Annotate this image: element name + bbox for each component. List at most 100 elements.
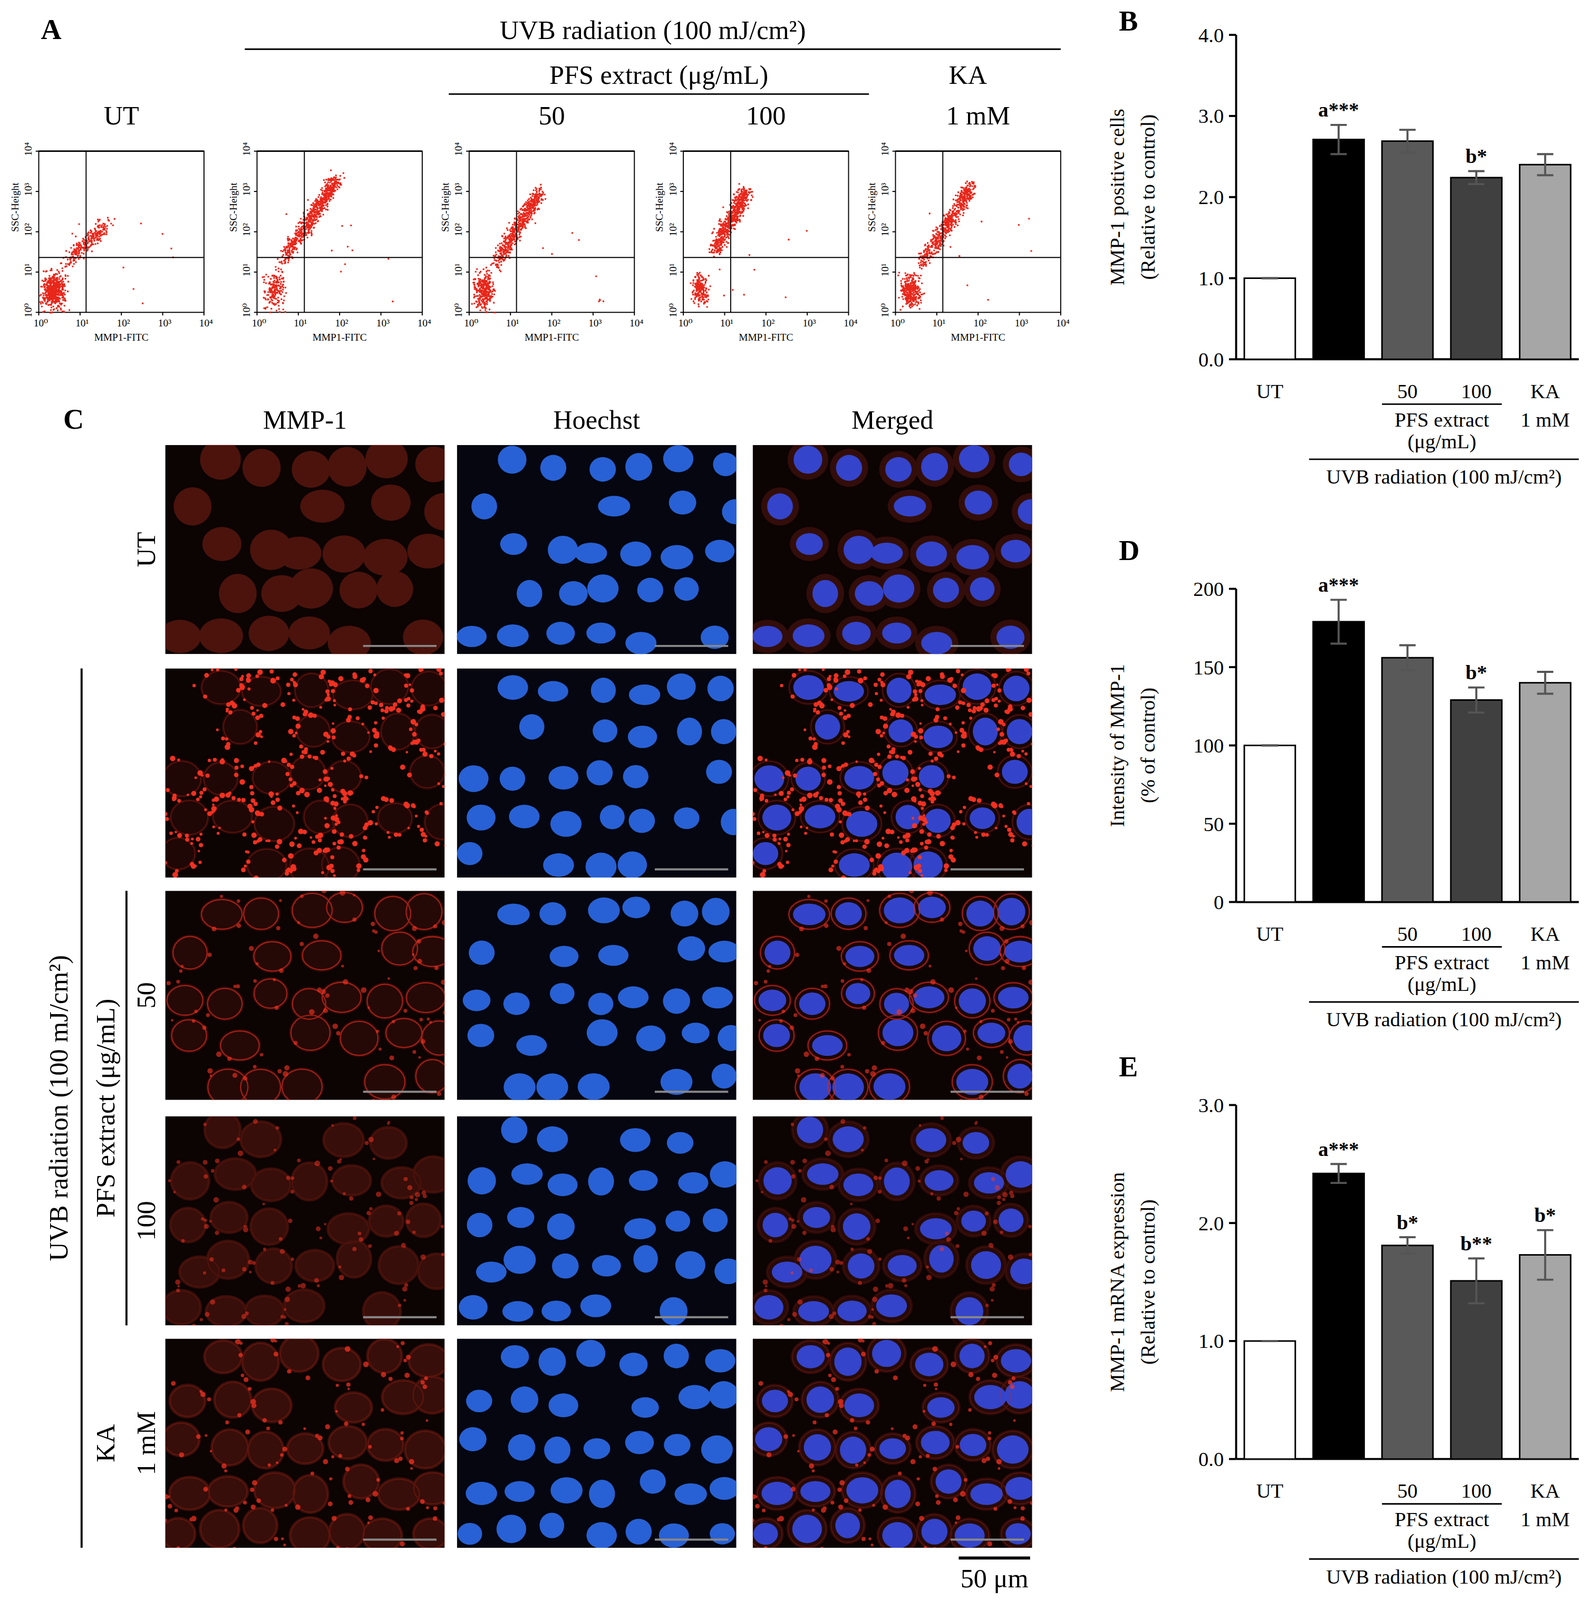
y-tick-label: 100 bbox=[1193, 734, 1224, 757]
y-tick bbox=[254, 190, 258, 192]
y-tick bbox=[1228, 357, 1237, 361]
y-tick bbox=[680, 311, 684, 313]
x-tick-label: 10¹ bbox=[75, 317, 89, 329]
x-axis-label: MMP1-FITC bbox=[738, 331, 793, 343]
error-cap bbox=[1261, 744, 1278, 747]
significance-label: b* bbox=[1465, 661, 1488, 684]
x-tick bbox=[633, 312, 635, 316]
panel-label: E bbox=[1118, 1050, 1138, 1083]
mmp1-signal bbox=[752, 1116, 1033, 1326]
y-axis-label: SSC-Height bbox=[227, 182, 239, 232]
micrograph bbox=[165, 667, 445, 878]
x-tick-label: 10² bbox=[117, 317, 131, 329]
error-bar bbox=[1468, 687, 1485, 713]
error-stem bbox=[1475, 687, 1478, 713]
y-tick-label: 10⁰ bbox=[667, 303, 679, 318]
x-tick bbox=[162, 312, 164, 316]
x-tick-label: 10⁰ bbox=[890, 317, 905, 329]
x-tick-label: 10¹ bbox=[720, 317, 734, 329]
x-tick-label: 10⁰ bbox=[33, 317, 48, 329]
error-cap bbox=[1330, 123, 1348, 127]
error-bar bbox=[1399, 644, 1416, 671]
bar bbox=[1381, 1245, 1433, 1459]
y-tick bbox=[1228, 1103, 1237, 1106]
plot-frame bbox=[683, 151, 849, 313]
image-background bbox=[457, 1116, 737, 1326]
column-label: UT bbox=[103, 100, 140, 131]
y-tick-label: 10⁴ bbox=[667, 142, 679, 157]
group-label: 1 mM bbox=[1520, 408, 1570, 431]
mmp1-signal bbox=[752, 1116, 1033, 1326]
group-label: PFS extract bbox=[1394, 408, 1490, 431]
y-tick bbox=[35, 311, 40, 313]
y-tick-label: 10² bbox=[452, 223, 464, 237]
error-cap bbox=[1468, 182, 1485, 186]
y-tick-label: 0.0 bbox=[1198, 348, 1224, 371]
error-cap bbox=[1536, 1228, 1554, 1232]
error-cap bbox=[1536, 670, 1554, 673]
y-tick-label: 10² bbox=[879, 223, 891, 237]
gate-line bbox=[303, 151, 305, 313]
y-tick-label: 150 bbox=[1193, 656, 1224, 679]
error-stem bbox=[1544, 1230, 1547, 1280]
error-bar bbox=[1468, 171, 1485, 185]
error-bar bbox=[1261, 1340, 1278, 1342]
column-label: 100 bbox=[746, 100, 786, 131]
error-stem bbox=[1475, 171, 1478, 185]
image-scale-bar bbox=[654, 1090, 729, 1093]
x-tick-label: KA bbox=[1530, 922, 1561, 945]
y-tick-label: 10⁴ bbox=[879, 142, 891, 157]
micrograph bbox=[752, 667, 1033, 878]
mmp1-signal bbox=[165, 444, 445, 655]
error-bar bbox=[1330, 599, 1348, 644]
column-label: 50 bbox=[538, 100, 565, 131]
y-tick-label: 10² bbox=[22, 223, 34, 237]
column-header: MMP-1 bbox=[263, 404, 347, 435]
group-label: UVB radiation (100 mJ/cm²) bbox=[1325, 465, 1562, 489]
y-axis bbox=[1235, 1104, 1238, 1459]
y-tick-label: 1.0 bbox=[1198, 1329, 1224, 1352]
error-bar bbox=[1536, 671, 1554, 694]
x-tick-label: 10⁰ bbox=[463, 317, 479, 329]
y-tick bbox=[892, 190, 896, 192]
y-tick-label: 10³ bbox=[667, 182, 679, 196]
error-bar bbox=[1468, 1257, 1485, 1303]
x-tick bbox=[203, 312, 205, 316]
bar bbox=[1450, 1280, 1503, 1459]
y-tick-label: 10² bbox=[240, 223, 253, 237]
y-tick bbox=[1228, 1457, 1237, 1460]
x-tick-label: 50 bbox=[1397, 922, 1418, 945]
micrograph bbox=[457, 1116, 737, 1326]
y-tick bbox=[1228, 33, 1237, 36]
panel-label: B bbox=[1118, 5, 1138, 37]
micrograph bbox=[752, 1338, 1033, 1548]
group-label: (μg/mL) bbox=[1407, 1529, 1477, 1553]
scale-bar bbox=[958, 1555, 1030, 1560]
x-tick-label: 10¹ bbox=[506, 317, 520, 329]
y-axis-label: Intensity of MMP-1 bbox=[1106, 663, 1129, 827]
column-header: Merged bbox=[851, 404, 934, 435]
micrograph bbox=[457, 444, 737, 655]
scale-bar-label: 50 μm bbox=[960, 1563, 1029, 1593]
bar bbox=[1381, 141, 1433, 360]
micrograph bbox=[752, 1116, 1033, 1326]
row-label: 100 bbox=[131, 1200, 161, 1241]
error-stem bbox=[1337, 599, 1340, 644]
error-cap bbox=[1536, 173, 1554, 177]
x-tick-label: 10³ bbox=[802, 317, 816, 329]
mmp1-signal bbox=[165, 667, 445, 878]
plot-frame bbox=[895, 151, 1061, 313]
x-tick-label: 10⁰ bbox=[252, 317, 267, 329]
gate-line bbox=[256, 256, 422, 258]
x-tick-label: UT bbox=[1256, 1479, 1284, 1502]
x-tick-label: 10³ bbox=[376, 317, 390, 329]
error-cap bbox=[1468, 1256, 1485, 1260]
error-cap bbox=[1261, 744, 1278, 747]
nucleus bbox=[462, 896, 737, 1100]
group-rule bbox=[80, 667, 83, 1548]
micrograph bbox=[165, 890, 445, 1100]
x-tick-label: 10⁴ bbox=[843, 317, 858, 329]
group-rule bbox=[1381, 1502, 1502, 1505]
error-cap bbox=[1399, 128, 1416, 131]
mmp1-signal bbox=[165, 1338, 445, 1548]
